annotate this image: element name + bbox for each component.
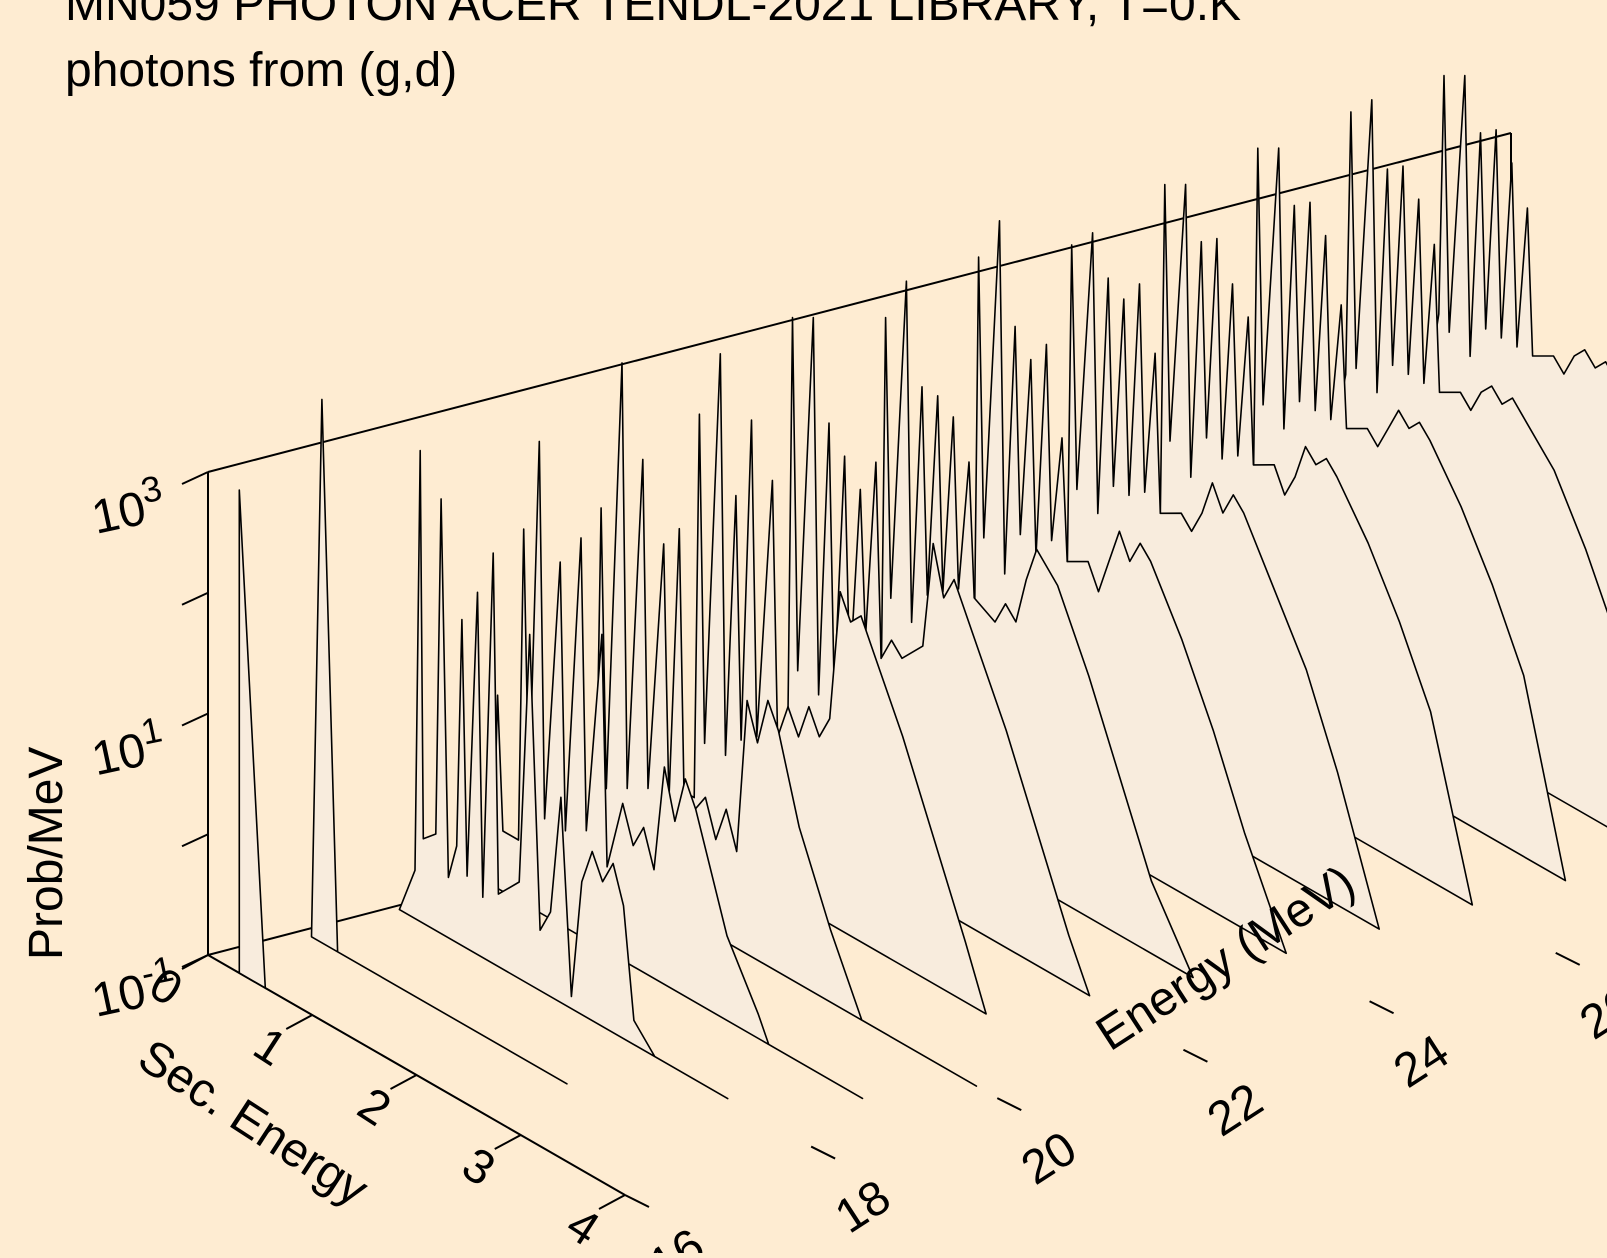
x-tick-label: 18 [826,1170,900,1244]
x-tick-mark [810,1145,836,1160]
y-tick-label: 2 [349,1078,400,1137]
z-tick-label: 101 [85,708,170,786]
y-tick-mark [494,1134,522,1150]
y-tick-label: 3 [453,1138,504,1197]
z-axis-label: Prob/MeV [20,747,73,960]
z-tick-base: 10 [87,965,150,1028]
trace-energy-17 [310,398,568,1085]
z-tick-mark [181,954,209,968]
y-tick-mark [598,1194,626,1210]
z-tick-mark [181,712,209,727]
z-tick-label: 10-1 [85,947,182,1027]
x-tick-mark [1555,951,1581,966]
x-tick-mark [1369,1000,1395,1015]
x-tick-mark [624,1194,650,1208]
x-tick-label: 26 [1571,977,1607,1051]
z-tick-base: 10 [87,723,150,786]
chart-title-line-1: MN059 PHOTON ACER TENDL-2021 LIBRARY, T=… [65,0,1241,31]
y-tick-label: 4 [557,1198,608,1253]
z-tick-mark [181,833,209,848]
x-tick-mark [996,1097,1022,1112]
trace-energy-16 [238,489,491,1118]
y-tick-mark [285,1014,313,1030]
x-tick-label: 22 [1199,1073,1273,1147]
x-tick-label: 24 [1385,1025,1459,1099]
traces-group [238,74,1607,1118]
x-tick-label: 16 [640,1219,714,1253]
x-tick-label: 20 [1012,1122,1086,1196]
z-tick-base: 10 [87,482,150,545]
z-tick-label: 103 [85,467,170,545]
trace-energy-18 [398,449,729,1100]
z-tick-mark [181,471,209,485]
z-tick-mark [181,591,209,606]
back-top-edge [207,132,1512,473]
y-tick-mark [390,1074,417,1090]
chart-title-line-2: photons from (g,d) [65,44,457,97]
x-tick-mark [1182,1048,1208,1063]
y-tick-label: 1 [244,1018,295,1077]
